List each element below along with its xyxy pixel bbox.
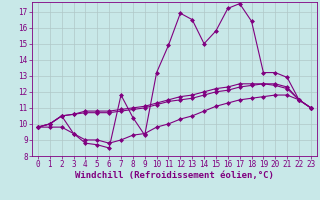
X-axis label: Windchill (Refroidissement éolien,°C): Windchill (Refroidissement éolien,°C)	[75, 171, 274, 180]
